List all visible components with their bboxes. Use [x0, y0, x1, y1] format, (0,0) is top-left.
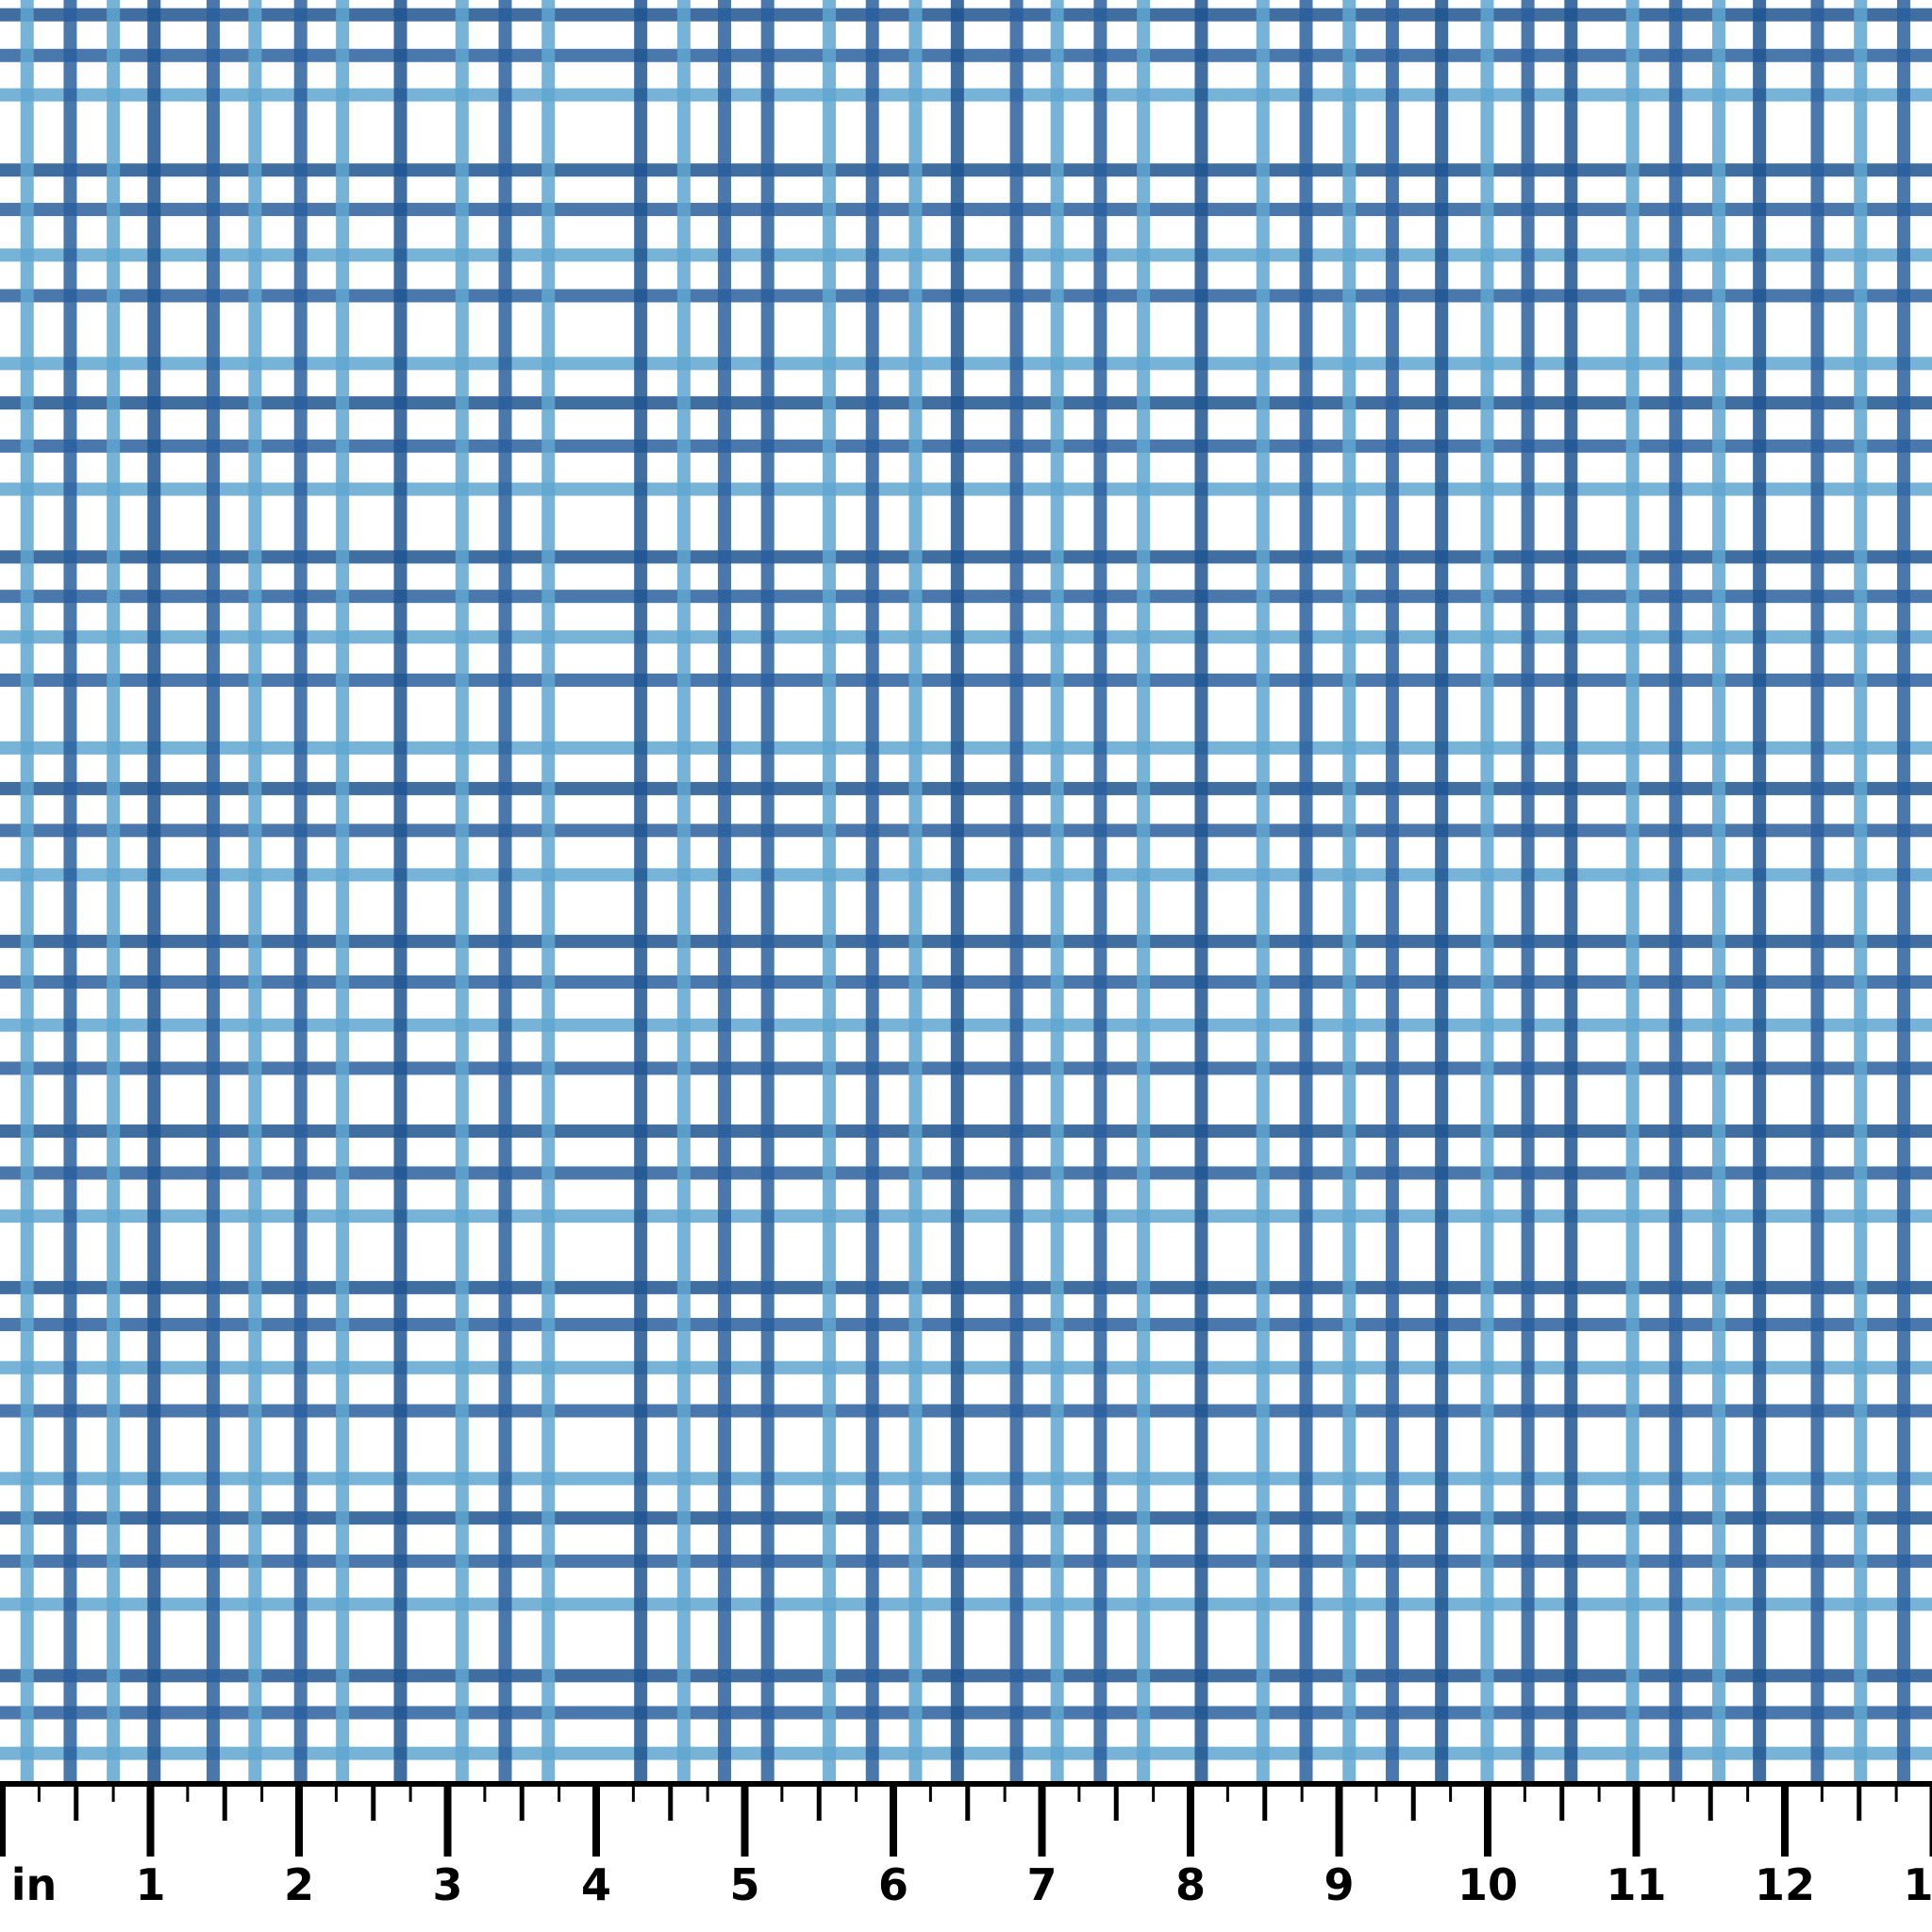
plaid-stripe-horizontal: [0, 8, 1932, 22]
plaid-stripe-vertical: [718, 0, 731, 1785]
plaid-stripe-horizontal: [0, 1706, 1932, 1720]
plaid-stripe-vertical: [1480, 0, 1494, 1785]
ruler-inch-label: 11: [1606, 1859, 1667, 1910]
plaid-stripe-horizontal: [0, 482, 1932, 496]
plaid-stripe-vertical: [1194, 0, 1208, 1785]
plaid-stripe-horizontal: [0, 163, 1932, 177]
plaid-stripe-vertical: [1137, 0, 1151, 1785]
plaid-stripe-vertical: [1299, 0, 1313, 1785]
plaid-stripe-vertical: [1009, 0, 1024, 1785]
plaid-stripe-vertical: [63, 0, 77, 1785]
plaid-stripe-horizontal: [0, 1554, 1932, 1568]
plaid-stripe-vertical: [823, 0, 837, 1785]
plaid-stripe-vertical: [760, 0, 774, 1785]
plaid-stripe-horizontal: [0, 203, 1932, 217]
plaid-stripe-horizontal: [0, 357, 1932, 371]
ruler-inch-label: 8: [1174, 1859, 1207, 1910]
plaid-stripe-vertical: [1810, 0, 1824, 1785]
plaid-fabric-pattern: [0, 0, 1932, 1785]
ruler-inch-label: 9: [1324, 1859, 1355, 1910]
plaid-stripe-horizontal: [0, 1166, 1932, 1180]
plaid-stripe-horizontal: [0, 781, 1932, 795]
plaid-stripe-horizontal: [0, 1018, 1932, 1032]
plaid-stripe-vertical: [1753, 0, 1767, 1785]
plaid-stripe-horizontal: [0, 439, 1932, 453]
ruler-inch-label: 13: [1903, 1859, 1932, 1910]
plaid-stripe-vertical: [293, 0, 308, 1785]
plaid-stripe-horizontal: [0, 1061, 1932, 1075]
plaid-stripe-horizontal: [0, 974, 1932, 989]
plaid-stripe-horizontal: [0, 1746, 1932, 1760]
plaid-stripe-horizontal: [0, 1318, 1932, 1332]
plaid-stripe-vertical: [1854, 0, 1868, 1785]
ruler-inch-label: 12: [1754, 1859, 1816, 1910]
plaid-stripe-horizontal: [0, 1511, 1932, 1525]
plaid-stripe-vertical: [455, 0, 469, 1785]
plaid-stripe-vertical: [1093, 0, 1108, 1785]
plaid-stripe-horizontal: [0, 1209, 1932, 1224]
plaid-stripe-vertical: [865, 0, 879, 1785]
plaid-stripe-vertical: [1050, 0, 1064, 1785]
plaid-stripe-vertical: [1712, 0, 1726, 1785]
plaid-stripe-vertical: [107, 0, 121, 1785]
plaid-stripe-vertical: [1521, 0, 1535, 1785]
ruler-inch-label: 10: [1457, 1859, 1519, 1910]
plaid-stripe-vertical: [1435, 0, 1449, 1785]
plaid-stripe-vertical: [541, 0, 556, 1785]
ruler-unit-label: in: [10, 1859, 58, 1910]
plaid-stripe-vertical: [1564, 0, 1578, 1785]
plaid-stripe-vertical: [1256, 0, 1270, 1785]
plaid-stripe-vertical: [634, 0, 648, 1785]
plaid-stripe-horizontal: [0, 396, 1932, 410]
ruler-inch-label: 4: [580, 1859, 612, 1910]
plaid-stripe-horizontal: [0, 590, 1932, 604]
ruler-inch-label: 5: [729, 1859, 760, 1910]
ruler-inch-label: 6: [877, 1859, 909, 1910]
plaid-stripe-vertical: [1385, 0, 1399, 1785]
plaid-stripe-horizontal: [0, 1360, 1932, 1374]
plaid-stripe-horizontal: [0, 1669, 1932, 1683]
plaid-stripe-vertical: [248, 0, 262, 1785]
ruler-inch-label: 2: [283, 1859, 315, 1910]
plaid-stripe-vertical: [336, 0, 350, 1785]
plaid-stripe-horizontal: [0, 741, 1932, 755]
ruler-inch-label: 3: [432, 1859, 463, 1910]
plaid-stripe-horizontal: [0, 1124, 1932, 1139]
plaid-stripe-horizontal: [0, 868, 1932, 882]
plaid-stripe-vertical: [950, 0, 964, 1785]
ruler-inch-label: 1: [135, 1859, 166, 1910]
plaid-stripe-vertical: [498, 0, 512, 1785]
plaid-stripe-horizontal: [0, 550, 1932, 564]
plaid-stripe-vertical: [908, 0, 923, 1785]
plaid-stripe-vertical: [1625, 0, 1640, 1785]
plaid-stripe-horizontal: [0, 934, 1932, 948]
plaid-stripe-horizontal: [0, 248, 1932, 262]
plaid-stripe-horizontal: [0, 289, 1932, 303]
plaid-stripe-horizontal: [0, 48, 1932, 62]
ruler-inch-label: 7: [1026, 1859, 1058, 1910]
plaid-stripe-vertical: [1896, 0, 1910, 1785]
plaid-stripe-vertical: [20, 0, 34, 1785]
plaid-stripe-horizontal: [0, 1404, 1932, 1418]
plaid-stripe-vertical: [147, 0, 161, 1785]
plaid-stripe-horizontal: [0, 673, 1932, 687]
plaid-stripe-vertical: [1342, 0, 1357, 1785]
plaid-stripe-horizontal: [0, 88, 1932, 102]
plaid-stripe-vertical: [393, 0, 408, 1785]
plaid-stripe-horizontal: [0, 630, 1932, 644]
plaid-stripe-horizontal: [0, 824, 1932, 838]
inch-ruler: [0, 1781, 1932, 1857]
plaid-stripe-horizontal: [0, 1597, 1932, 1611]
plaid-stripe-vertical: [1669, 0, 1683, 1785]
plaid-stripe-horizontal: [0, 1472, 1932, 1486]
plaid-stripe-horizontal: [0, 1280, 1932, 1294]
plaid-stripe-vertical: [206, 0, 220, 1785]
plaid-stripe-vertical: [676, 0, 691, 1785]
